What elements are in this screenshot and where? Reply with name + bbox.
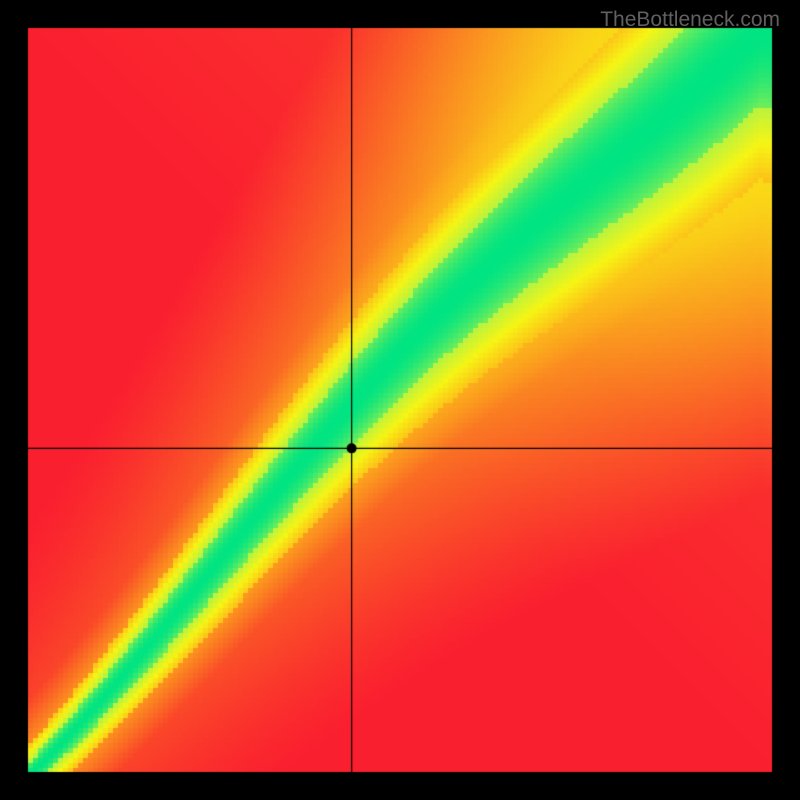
chart-container: TheBottleneck.com [0, 0, 800, 800]
watermark-text: TheBottleneck.com [600, 8, 780, 32]
bottleneck-heatmap [0, 0, 800, 800]
